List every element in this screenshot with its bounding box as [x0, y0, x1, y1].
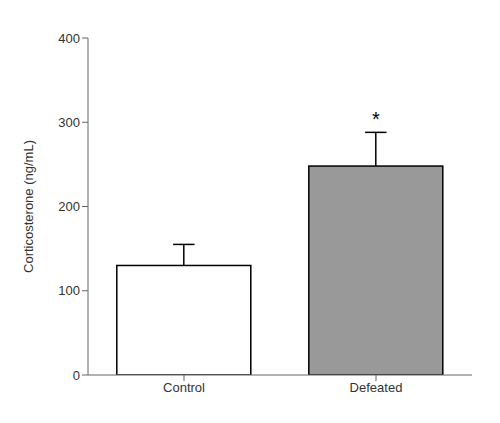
svg-text:Control: Control	[163, 380, 205, 395]
svg-text:300: 300	[58, 115, 80, 130]
svg-text:100: 100	[58, 283, 80, 298]
svg-text:Corticosterone (ng/mL): Corticosterone (ng/mL)	[21, 140, 36, 273]
svg-text:400: 400	[58, 31, 80, 46]
svg-text:Defeated: Defeated	[350, 380, 403, 395]
svg-text:200: 200	[58, 199, 80, 214]
svg-text:0: 0	[73, 368, 80, 383]
svg-text:*: *	[372, 108, 380, 130]
